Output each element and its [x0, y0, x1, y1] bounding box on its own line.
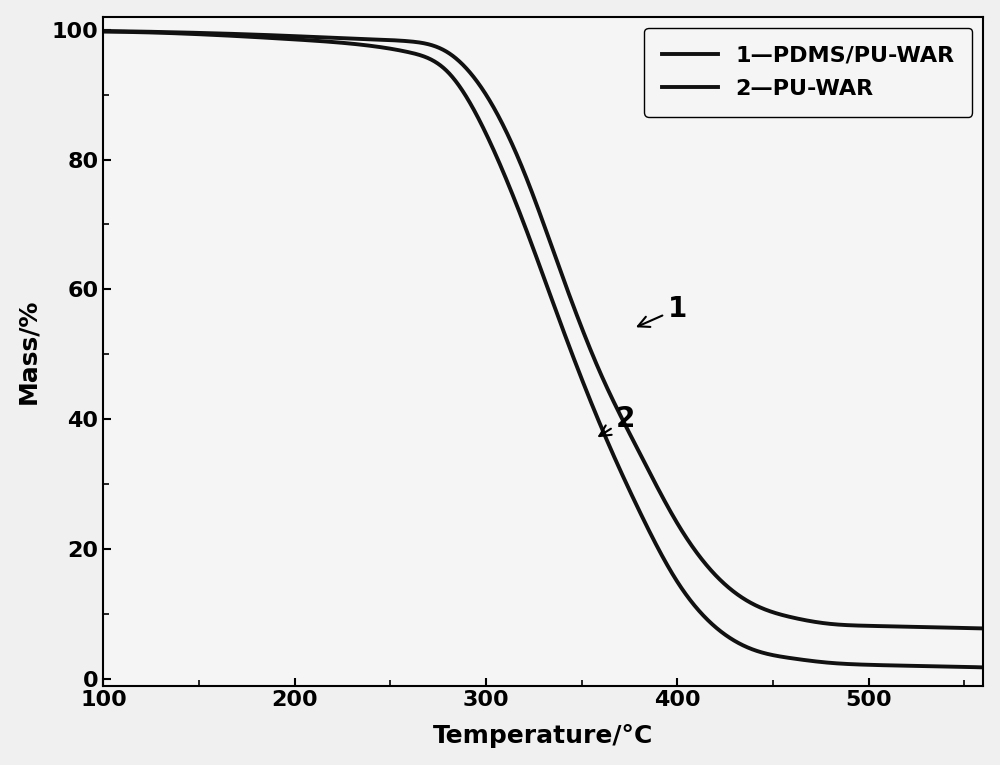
- Text: 1: 1: [638, 295, 687, 327]
- Legend: 1—PDMS/PU-WAR, 2—PU-WAR: 1—PDMS/PU-WAR, 2—PU-WAR: [644, 28, 972, 117]
- Y-axis label: Mass/%: Mass/%: [17, 298, 41, 404]
- Text: 2: 2: [599, 405, 635, 436]
- X-axis label: Temperature/°C: Temperature/°C: [433, 724, 654, 748]
